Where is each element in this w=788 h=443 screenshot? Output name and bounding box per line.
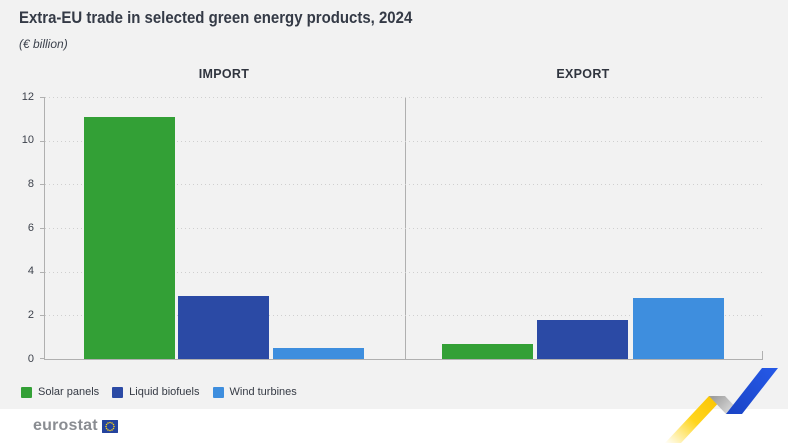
panel-header-import: IMPORT — [198, 67, 250, 81]
plot-area — [40, 97, 763, 360]
chart-subtitle: (€ billion) — [19, 37, 68, 51]
y-axis-tick-label: 10 — [21, 134, 34, 147]
eurostat-logo-text: eurostat — [33, 417, 98, 434]
bar-export-wind-turbines[interactable] — [632, 297, 724, 359]
chart-title: Extra-EU trade in selected green energy … — [19, 8, 413, 27]
panel-header-export: EXPORT — [556, 67, 610, 81]
bar-import-liquid-biofuels[interactable] — [178, 295, 269, 359]
liquid-biofuels-swatch-icon — [112, 386, 124, 398]
y-axis-tick-label: 0 — [27, 352, 34, 365]
legend-item-wind-turbines[interactable]: Wind turbines — [212, 386, 297, 398]
gridline — [45, 97, 763, 98]
y-axis-tick-label: 4 — [27, 265, 34, 278]
gridline — [45, 140, 763, 142]
footer: eurostat — [0, 409, 788, 443]
y-axis-tick — [40, 140, 45, 142]
eurostat-logo[interactable]: eurostat — [33, 418, 118, 434]
y-axis-tick — [40, 184, 45, 186]
axis-right-tick — [762, 351, 763, 359]
gridline — [45, 184, 763, 186]
solar-panels-swatch-icon — [21, 386, 32, 398]
bar-import-solar-panels[interactable] — [83, 116, 175, 359]
legend: Solar panels Liquid biofuels Wind turbin… — [21, 386, 297, 398]
y-axis-tick — [40, 97, 45, 98]
wind-turbines-swatch-icon — [212, 386, 224, 398]
y-axis-labels: 0 2 4 6 8 10 12 — [0, 91, 39, 365]
legend-label: Solar panels — [38, 386, 100, 398]
y-axis-tick — [40, 358, 45, 359]
bar-export-liquid-biofuels[interactable] — [537, 319, 628, 359]
gridline — [45, 228, 763, 229]
y-axis-tick — [40, 228, 45, 229]
bar-import-wind-turbines[interactable] — [273, 348, 364, 359]
y-axis-tick-label: 12 — [21, 90, 34, 103]
legend-label: Wind turbines — [229, 386, 297, 398]
gridline — [45, 271, 763, 273]
y-axis-tick — [40, 271, 45, 273]
legend-item-solar-panels[interactable]: Solar panels — [21, 386, 99, 398]
y-axis-tick-label: 6 — [27, 221, 34, 234]
legend-item-liquid-biofuels[interactable]: Liquid biofuels — [112, 386, 200, 398]
eu-flag-icon — [101, 419, 118, 433]
y-axis-tick-label: 8 — [27, 177, 34, 190]
y-axis-tick — [40, 315, 45, 317]
gridline — [45, 315, 763, 317]
legend-label: Liquid biofuels — [129, 386, 200, 398]
y-axis-tick-label: 2 — [27, 308, 34, 321]
bar-export-solar-panels[interactable] — [441, 343, 533, 359]
